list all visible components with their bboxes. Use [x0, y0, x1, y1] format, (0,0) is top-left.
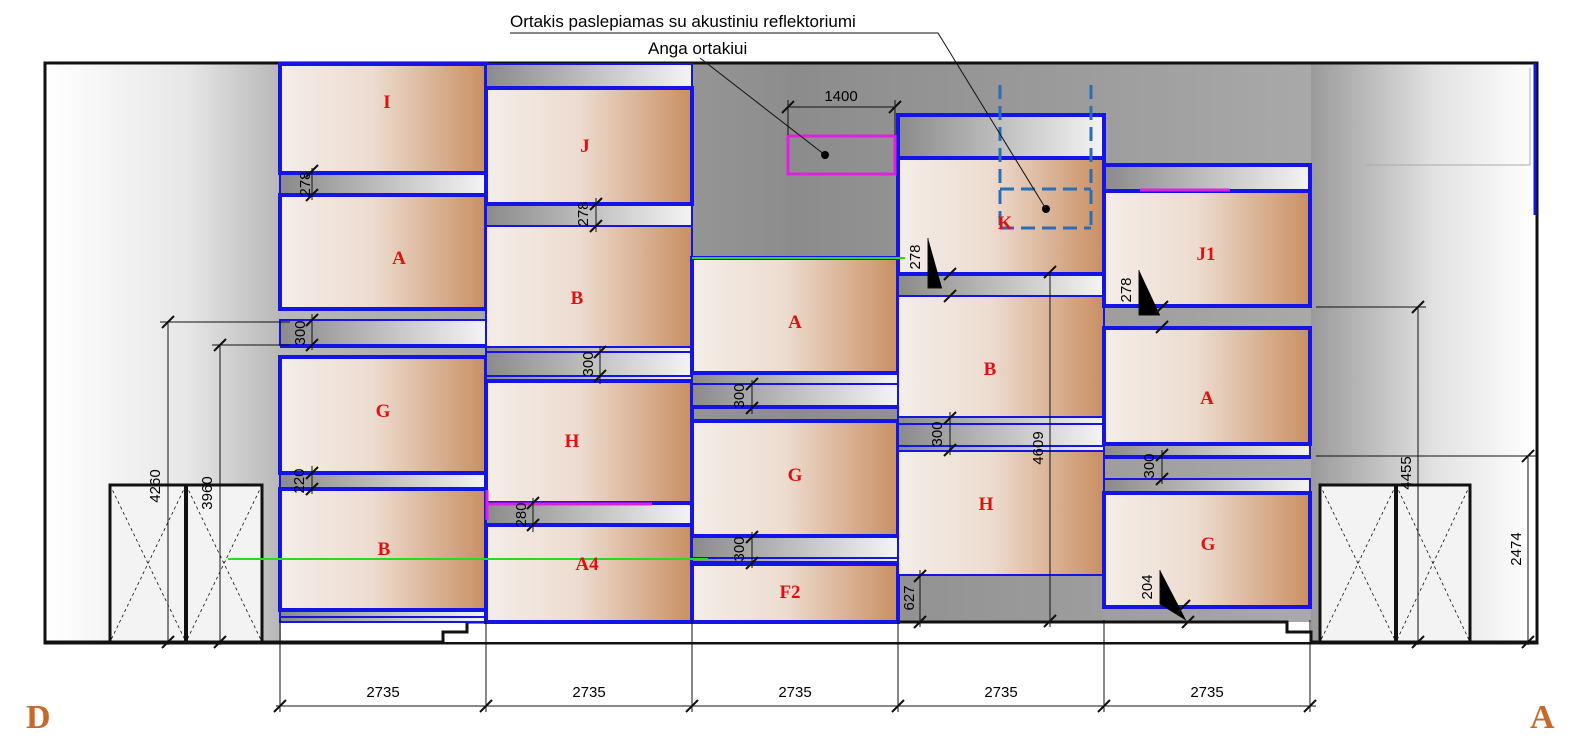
- center-height-dimension: [1043, 265, 1057, 628]
- dim-gap-c2-300: 300: [580, 351, 597, 376]
- dim-center-height: 4609: [1030, 431, 1047, 464]
- magenta-accents: [485, 188, 1230, 520]
- panel-c5-1: [1102, 189, 1312, 308]
- panel-label-c4-1: K: [998, 213, 1013, 234]
- panel-c5-2: [1102, 326, 1312, 446]
- panel-c1-4: [278, 487, 488, 612]
- dim-gap-c4-278: 278: [907, 244, 924, 269]
- dim-gap-c5-204: 204: [1139, 574, 1156, 599]
- dim-right-height-1: 4455: [1398, 456, 1415, 489]
- dim-gap-c4-300: 300: [929, 421, 946, 446]
- panel-label-c2-4: A4: [575, 554, 599, 575]
- panel-label-c2-1: J: [580, 136, 590, 157]
- panel-label-c4-3: H: [979, 494, 994, 515]
- dim-left-height-2: 3960: [199, 476, 216, 509]
- dim-gap-c3-300a: 300: [731, 383, 748, 408]
- corner-label-right: A: [1530, 699, 1555, 736]
- panel-c3-2: [690, 419, 900, 538]
- panel-label-c1-3: G: [376, 401, 391, 422]
- panel-label-c5-1: J1: [1197, 244, 1216, 265]
- dim-gap-c3-300b: 300: [731, 536, 748, 561]
- panel-label-c4-2: B: [984, 359, 997, 380]
- dim-left-height-1: 4260: [147, 469, 164, 502]
- dim-gap-c1-278: 278: [297, 171, 314, 196]
- dim-gap-c2-280: 280: [513, 502, 530, 527]
- dim-gap-c1-300: 300: [292, 320, 309, 345]
- panel-label-c3-1: A: [788, 312, 802, 333]
- green-lines: [228, 257, 905, 560]
- door-right: [1318, 483, 1472, 644]
- dim-right-height-2: 2474: [1508, 532, 1525, 565]
- panel-label-c1-4: B: [378, 539, 391, 560]
- dim-width-3: 2735: [778, 684, 811, 701]
- panel-c4-3: [897, 450, 1105, 576]
- panel-c4-2: [897, 295, 1105, 418]
- opening-width-dimension: [781, 100, 902, 135]
- dim-gap-c5-278: 278: [1118, 277, 1135, 302]
- gap-dimension-ticks: [305, 164, 1195, 629]
- dim-gap-c2-278: 278: [575, 201, 592, 226]
- dim-width-2: 2735: [572, 684, 605, 701]
- left-height-dimensions: [160, 315, 290, 649]
- panel-c2-1: [484, 86, 694, 206]
- panel-c5-3: [1102, 491, 1312, 609]
- annotation-duct-opening: Anga ortakiui: [648, 39, 747, 58]
- panel-c2-2: [485, 225, 693, 348]
- panel-c2-4: [484, 523, 694, 624]
- panel-column-3: [690, 256, 900, 624]
- panel-label-c5-3: G: [1201, 534, 1216, 555]
- dim-gap-c4-627: 627: [901, 585, 918, 610]
- panel-label-c5-2: A: [1200, 388, 1214, 409]
- dim-gap-c1-220: 220: [291, 468, 308, 493]
- panel-label-c2-3: H: [565, 431, 580, 452]
- dim-width-1: 2735: [366, 684, 399, 701]
- panel-label-c3-3: F2: [779, 582, 800, 603]
- dim-width-4: 2735: [984, 684, 1017, 701]
- panel-label-c1-1: I: [383, 92, 390, 113]
- panel-label-c1-2: A: [392, 248, 406, 269]
- panel-c1-2: [278, 193, 488, 311]
- panel-c1-1: [278, 62, 488, 175]
- dim-gap-c5-300: 300: [1141, 453, 1158, 478]
- annotation-duct-reflector: Ortakis paslepiamas su akustiniu reflekt…: [510, 12, 856, 31]
- panel-column-4: [896, 113, 1106, 576]
- panel-column-1: [278, 62, 488, 623]
- panel-column-2: [484, 63, 694, 624]
- corner-label-left: D: [26, 699, 51, 736]
- door-left: [108, 483, 264, 644]
- panel-label-c2-2: B: [571, 288, 584, 309]
- panel-c1-3: [278, 355, 488, 475]
- dim-width-5: 2735: [1190, 684, 1223, 701]
- dim-opening-width: 1400: [824, 88, 857, 105]
- bottom-dimension-line: [273, 620, 1317, 713]
- panel-c2-3: [484, 379, 694, 505]
- hidden-duct: [998, 85, 1093, 230]
- panel-label-c3-2: G: [788, 465, 803, 486]
- panel-c3-3: [690, 562, 900, 624]
- right-height-dimensions: [1316, 300, 1536, 649]
- leader-lines: [510, 32, 1047, 210]
